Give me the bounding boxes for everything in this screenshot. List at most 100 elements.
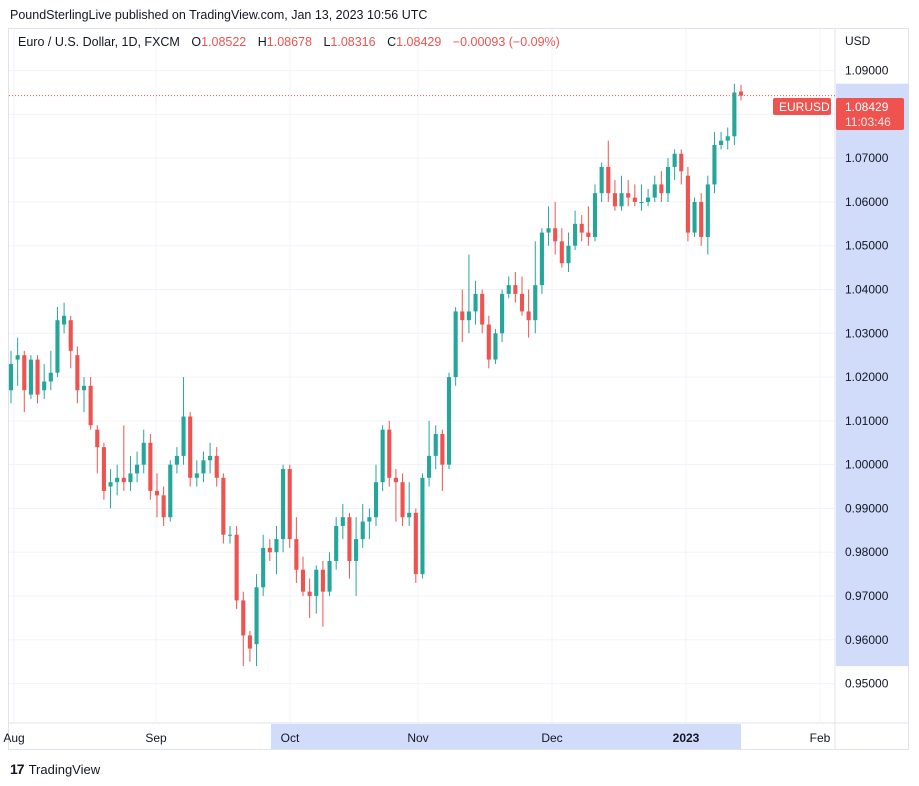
candle (493, 328, 498, 364)
candle-body (407, 512, 412, 518)
time-axis-label: Aug (3, 731, 24, 745)
candle-body (55, 320, 60, 373)
candle (294, 517, 299, 583)
candle (168, 460, 173, 522)
time-axis-label: Nov (407, 731, 428, 745)
candle-body (108, 482, 113, 487)
candle (320, 560, 325, 627)
candle-body (685, 175, 690, 233)
candle (533, 241, 538, 334)
candle (732, 83, 737, 146)
candle-body (553, 228, 558, 242)
candle-body (227, 534, 233, 536)
tradingview-footer[interactable]: 17 TradingView (10, 761, 100, 777)
symbol-name: Euro / U.S. Dollar, 1D, FXCM (18, 35, 180, 49)
candle-body (334, 525, 339, 561)
candle-body (267, 547, 272, 553)
candle (274, 525, 279, 575)
candle (393, 469, 398, 522)
symbol-legend[interactable]: Euro / U.S. Dollar, 1D, FXCM O1.08522 H1… (18, 35, 560, 49)
candle-body (141, 442, 146, 465)
candle (466, 254, 471, 334)
candle-body (705, 184, 710, 237)
candle (712, 131, 717, 194)
candle-body (42, 381, 47, 391)
candle (241, 591, 246, 667)
candle (373, 464, 379, 526)
candlestick-series (8, 83, 744, 667)
candle-body (453, 311, 458, 378)
candle-body (719, 140, 724, 146)
candle-body (81, 385, 87, 391)
candle-body (725, 136, 730, 141)
candle-body (612, 193, 617, 207)
candle (692, 197, 697, 237)
candle (652, 175, 657, 202)
candle-body (68, 320, 73, 351)
candle-body (380, 429, 385, 483)
candle-body (659, 184, 664, 194)
candle (679, 149, 684, 185)
candle-body (247, 635, 252, 649)
candle (181, 377, 186, 465)
candle-body (115, 477, 120, 483)
candle-body (307, 591, 312, 597)
candle-body (460, 311, 465, 321)
candle (480, 289, 485, 334)
open-label: O (191, 35, 202, 49)
candle-body (632, 197, 637, 202)
currency-label: USD (845, 34, 871, 48)
candle (586, 206, 591, 246)
candle-body (446, 377, 452, 465)
tradingview-brand: TradingView (28, 761, 101, 777)
candle (413, 508, 418, 583)
candle-body (161, 495, 166, 518)
candle (22, 350, 27, 413)
candle (592, 184, 598, 242)
symbol-tag (773, 98, 831, 115)
time-axis-labels: Aug Sep Oct Nov Dec 2023 Feb (3, 731, 830, 745)
candle-body (274, 539, 279, 553)
candle-body (506, 285, 511, 294)
candle (705, 175, 710, 255)
candle-body (201, 460, 206, 474)
bar-countdown: 11:03:46 (845, 115, 891, 129)
candle-body (387, 429, 392, 478)
candle-body (533, 285, 538, 321)
price-axis-label: 0.95000 (845, 677, 889, 691)
tradingview-logo-icon: 17 (10, 761, 25, 777)
price-axis-label: 0.98000 (845, 545, 889, 559)
candle (719, 131, 724, 150)
candle (513, 272, 518, 303)
candle (632, 184, 637, 207)
candle (626, 180, 631, 207)
candle-body (8, 363, 14, 391)
candle (154, 473, 160, 518)
candle (281, 464, 286, 553)
candle-body (121, 477, 126, 483)
candle-body (566, 245, 571, 264)
candle-body (420, 477, 425, 575)
candle (433, 425, 438, 470)
candle-body (62, 315, 67, 325)
last-price-value: 1.08429 (845, 100, 889, 114)
candle-body (15, 355, 20, 360)
candle-body (221, 477, 226, 535)
published-by-line: PoundSterlingLive published on TradingVi… (10, 8, 428, 22)
candle-body (500, 293, 505, 334)
candle-body (619, 193, 624, 207)
candle-body (732, 92, 737, 137)
candle-body (665, 166, 671, 194)
candle (646, 188, 651, 207)
change-value: −0.00093 (−0.09%) (452, 35, 560, 49)
candle-body (599, 166, 604, 194)
candle (427, 420, 432, 487)
candle-body (300, 569, 306, 592)
grid-lines (9, 29, 835, 723)
candle-body (101, 447, 106, 491)
candle (227, 525, 233, 544)
candle-body (646, 197, 651, 202)
last-price-tag (836, 98, 904, 130)
candle-body (433, 434, 438, 456)
